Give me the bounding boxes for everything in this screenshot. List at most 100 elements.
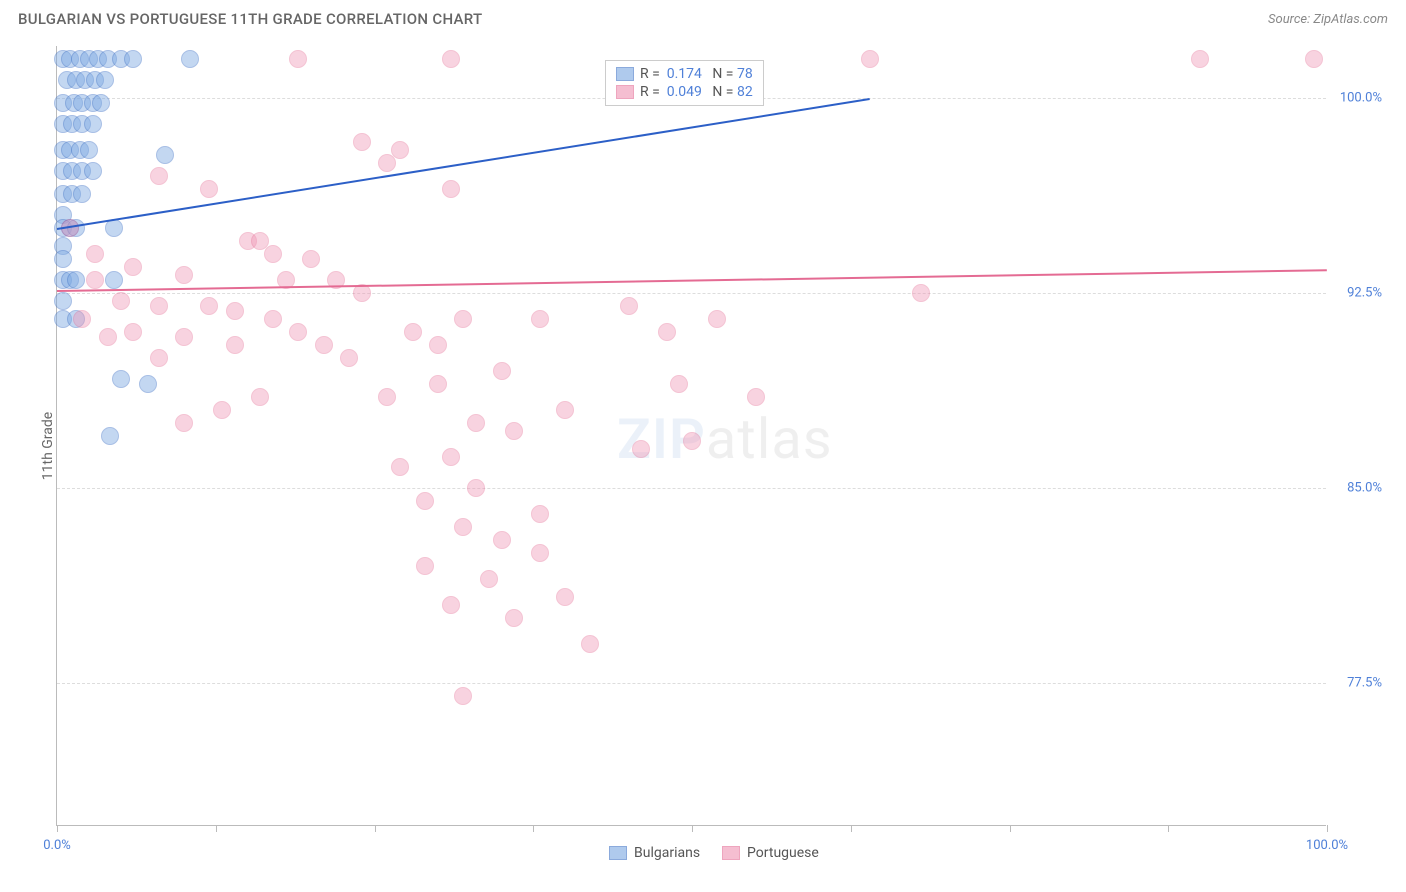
scatter-point xyxy=(226,336,244,354)
legend-swatch xyxy=(609,846,627,860)
scatter-point xyxy=(556,588,574,606)
scatter-point xyxy=(531,544,549,562)
scatter-point xyxy=(175,414,193,432)
scatter-point xyxy=(670,375,688,393)
scatter-point xyxy=(353,133,371,151)
scatter-point xyxy=(92,94,110,112)
scatter-point xyxy=(84,162,102,180)
x-tick xyxy=(57,825,58,832)
chart-container: 100.0%92.5%85.0%77.5%0.0%100.0%ZIPatlasR… xyxy=(56,46,1386,826)
scatter-point xyxy=(632,440,650,458)
scatter-point xyxy=(556,401,574,419)
scatter-point xyxy=(467,414,485,432)
chart-title: BULGARIAN VS PORTUGUESE 11TH GRADE CORRE… xyxy=(18,10,482,28)
x-tick xyxy=(375,825,376,832)
scatter-point xyxy=(1305,50,1323,68)
scatter-point xyxy=(404,323,422,341)
scatter-point xyxy=(175,328,193,346)
scatter-point xyxy=(73,185,91,203)
scatter-point xyxy=(150,297,168,315)
scatter-point xyxy=(454,687,472,705)
scatter-point xyxy=(531,310,549,328)
scatter-point xyxy=(139,375,157,393)
scatter-point xyxy=(416,492,434,510)
scatter-point xyxy=(442,596,460,614)
legend-stat: R = 0.174 N = 78 xyxy=(640,66,753,82)
scatter-point xyxy=(340,349,358,367)
scatter-point xyxy=(658,323,676,341)
scatter-point xyxy=(175,266,193,284)
scatter-point xyxy=(442,50,460,68)
series-legend: Bulgarians Portuguese xyxy=(609,845,819,861)
scatter-point xyxy=(156,146,174,164)
legend-swatch xyxy=(616,85,634,99)
scatter-point xyxy=(124,50,142,68)
scatter-point xyxy=(289,50,307,68)
scatter-point xyxy=(480,570,498,588)
scatter-point xyxy=(80,141,98,159)
legend-label: Portuguese xyxy=(747,845,819,861)
x-tick xyxy=(1168,825,1169,832)
scatter-point xyxy=(531,505,549,523)
legend-label: Bulgarians xyxy=(634,845,700,861)
scatter-point xyxy=(86,245,104,263)
scatter-point xyxy=(112,370,130,388)
scatter-point xyxy=(378,154,396,172)
gridline xyxy=(57,488,1326,489)
scatter-point xyxy=(289,323,307,341)
scatter-point xyxy=(391,458,409,476)
scatter-point xyxy=(112,292,130,310)
gridline xyxy=(57,683,1326,684)
source-attribution: Source: ZipAtlas.com xyxy=(1268,12,1388,27)
scatter-point xyxy=(378,388,396,406)
scatter-point xyxy=(264,310,282,328)
scatter-point xyxy=(429,336,447,354)
legend-swatch xyxy=(722,846,740,860)
scatter-point xyxy=(96,71,114,89)
scatter-point xyxy=(302,250,320,268)
scatter-point xyxy=(54,250,72,268)
scatter-point xyxy=(861,50,879,68)
scatter-point xyxy=(467,479,485,497)
scatter-point xyxy=(315,336,333,354)
scatter-point xyxy=(493,531,511,549)
scatter-point xyxy=(454,310,472,328)
legend-row: R = 0.049 N = 82 xyxy=(616,83,753,101)
legend-item: Bulgarians xyxy=(609,845,700,861)
scatter-point xyxy=(101,427,119,445)
scatter-point xyxy=(442,180,460,198)
plot-area: 100.0%92.5%85.0%77.5%0.0%100.0%ZIPatlasR… xyxy=(56,46,1326,826)
scatter-point xyxy=(105,271,123,289)
scatter-point xyxy=(54,292,72,310)
legend-stat: R = 0.049 N = 82 xyxy=(640,84,753,100)
scatter-point xyxy=(200,180,218,198)
y-axis-label: 11th Grade xyxy=(40,412,56,480)
scatter-point xyxy=(1191,50,1209,68)
watermark: ZIPatlas xyxy=(617,406,833,472)
x-tick xyxy=(692,825,693,832)
scatter-point xyxy=(200,297,218,315)
x-tick-label: 100.0% xyxy=(1306,838,1348,853)
scatter-point xyxy=(124,258,142,276)
gridline xyxy=(57,293,1326,294)
y-tick-label: 77.5% xyxy=(1347,676,1382,691)
x-tick xyxy=(851,825,852,832)
x-tick xyxy=(1010,825,1011,832)
scatter-point xyxy=(912,284,930,302)
scatter-point xyxy=(505,422,523,440)
scatter-point xyxy=(150,349,168,367)
scatter-point xyxy=(454,518,472,536)
y-tick-label: 92.5% xyxy=(1347,286,1382,301)
scatter-point xyxy=(620,297,638,315)
scatter-point xyxy=(226,302,244,320)
x-tick xyxy=(216,825,217,832)
scatter-point xyxy=(99,328,117,346)
scatter-point xyxy=(124,323,142,341)
scatter-point xyxy=(84,115,102,133)
scatter-point xyxy=(251,388,269,406)
y-tick-label: 100.0% xyxy=(1340,91,1382,106)
scatter-point xyxy=(181,50,199,68)
scatter-point xyxy=(416,557,434,575)
scatter-point xyxy=(505,609,523,627)
scatter-point xyxy=(493,362,511,380)
